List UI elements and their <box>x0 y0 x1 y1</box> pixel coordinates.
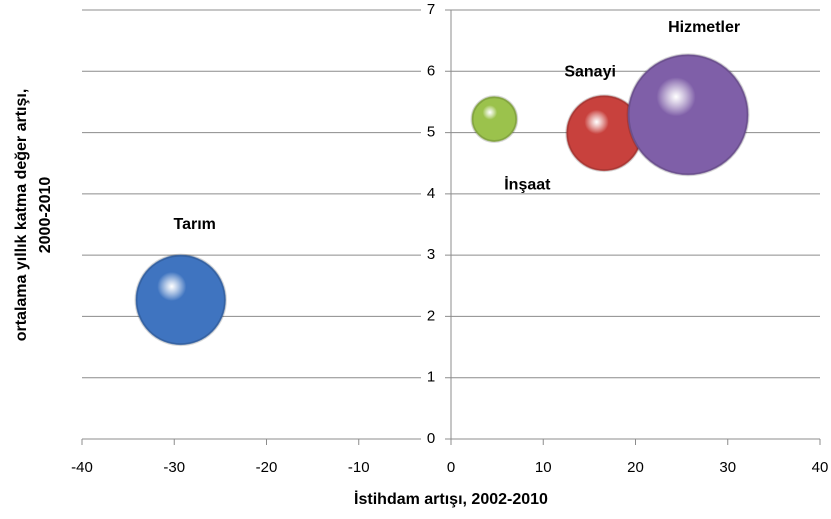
y-tick-label-bg <box>421 63 445 80</box>
x-tick-label: 30 <box>719 459 736 476</box>
x-tick-label: -10 <box>348 459 370 476</box>
y-tick-label: 6 <box>427 62 435 79</box>
x-tick-label: 20 <box>627 459 644 476</box>
x-tick-label: 10 <box>535 459 552 476</box>
y-tick-label-bg <box>421 431 445 447</box>
y-tick-label: 1 <box>427 369 435 386</box>
y-axis-title: 2000-2010 <box>37 177 54 254</box>
bubble <box>471 96 518 142</box>
bubble-label: İnşaat <box>504 175 551 193</box>
bubble-label: Hizmetler <box>668 19 740 36</box>
bubble-shade <box>470 95 519 143</box>
bubble-shade <box>626 53 750 177</box>
bubble <box>135 254 226 346</box>
y-tick-label: 4 <box>427 185 435 202</box>
y-tick-label-bg <box>421 308 445 325</box>
bubble-label: Tarım <box>174 216 216 233</box>
bubble-label: Sanayi <box>564 63 616 80</box>
y-tick-label-bg <box>421 369 445 386</box>
y-tick-label: 7 <box>427 1 435 18</box>
x-tick-label: -20 <box>256 459 278 476</box>
x-tick-label: -30 <box>163 459 185 476</box>
x-tick-label: -40 <box>71 459 93 476</box>
x-tick-label: 40 <box>812 459 829 476</box>
y-tick-label: 5 <box>427 124 435 141</box>
y-tick-label: 3 <box>427 246 435 263</box>
bubble <box>627 54 749 176</box>
y-tick-label-bg <box>421 2 445 18</box>
y-tick-label-bg <box>421 124 445 141</box>
y-axis-title: ortalama yıllık katma değer artışı, <box>13 89 30 342</box>
y-tick-label-bg <box>421 185 445 202</box>
x-tick-label: 0 <box>447 459 455 476</box>
x-axis-title: İstihdam artışı, 2002-2010 <box>354 490 548 508</box>
y-tick-label: 0 <box>427 430 435 447</box>
y-tick-label-bg <box>421 247 445 264</box>
y-tick-label: 2 <box>427 307 435 324</box>
bubble-shade <box>134 253 227 347</box>
